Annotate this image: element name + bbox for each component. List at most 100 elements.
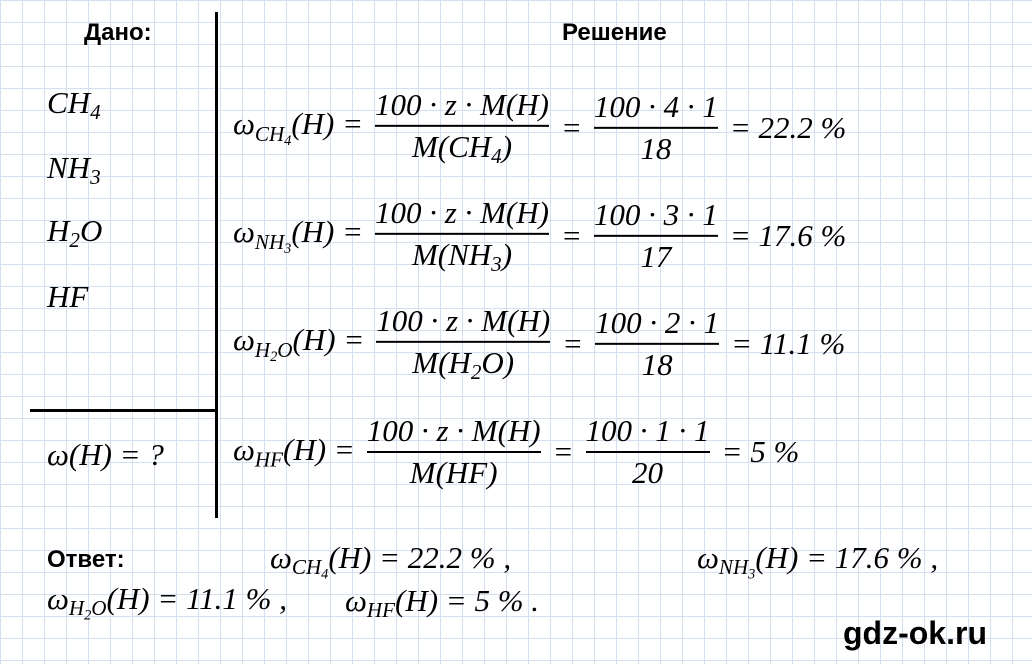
denominator-part: 4 xyxy=(491,144,502,169)
omega-subscript: NH3 xyxy=(718,555,756,583)
denominator: M(H2O) xyxy=(412,345,514,385)
omega-subscript-part: NH xyxy=(718,555,749,580)
fraction: 100 · z · M(H) M(CH4) xyxy=(375,87,549,169)
answer-item: ωH2O(H) = 11.1 % , xyxy=(47,581,287,625)
omega-subscript-part: HF xyxy=(254,447,283,472)
substance-formula: HF xyxy=(47,279,88,314)
lhs: ωNH3(H) = xyxy=(233,214,363,258)
omega: ω xyxy=(233,106,255,142)
solution-row: ωHF(H) = 100 · z · M(H) M(HF) = 100 · 1 · 1 2… xyxy=(233,413,799,491)
lhs: ωHF(H) = xyxy=(233,432,355,472)
omega-subscript-part: CH xyxy=(254,121,285,146)
omega-subscript-part: HF xyxy=(366,598,395,623)
lhs-rest: (H) = xyxy=(283,431,355,467)
denominator-part: ) xyxy=(501,236,513,272)
substance-formula: NH3 xyxy=(47,149,101,189)
watermark: gdz-ok.ru xyxy=(843,615,987,651)
equals: = xyxy=(562,326,584,361)
omega-subscript-part: H xyxy=(68,596,85,621)
omega-subscript-part: 3 xyxy=(748,566,756,583)
fraction: 100 · 3 · 1 17 xyxy=(593,197,718,275)
answer-text: (H) = 11.1 % , xyxy=(106,581,288,617)
answer-text: (H) = 22.2 % , xyxy=(328,540,512,576)
denominator: 18 xyxy=(640,131,672,166)
omega-subscript-part: 2 xyxy=(84,607,92,624)
divider-vertical xyxy=(215,12,218,518)
fraction: 100 · 2 · 1 18 xyxy=(595,305,720,383)
omega-subscript: H2O xyxy=(68,596,107,624)
substance: HF xyxy=(47,279,88,315)
substance-formula-part: 4 xyxy=(90,100,101,125)
fraction-bar xyxy=(376,340,551,343)
denominator-part: O) xyxy=(481,344,515,380)
omega-subscript: NH3 xyxy=(255,230,292,257)
numerator: 100 · 4 · 1 xyxy=(593,89,718,124)
omega: ω xyxy=(345,582,367,618)
numerator: 100 · z · M(H) xyxy=(376,302,551,338)
fraction: 100 · 4 · 1 18 xyxy=(593,89,718,167)
omega-subscript-part: O xyxy=(277,337,293,362)
substance-formula-part: H xyxy=(47,212,70,248)
omega-subscript: HF xyxy=(367,598,395,622)
fraction-bar xyxy=(593,235,718,237)
omega-subscript-part: H xyxy=(254,337,271,362)
fraction: 100 · 1 · 1 20 xyxy=(585,413,710,491)
solution-row: ωCH4(H) = 100 · z · M(H) M(CH4) = 100 · 4 · … xyxy=(233,87,846,169)
numerator: 100 · 2 · 1 xyxy=(595,305,720,340)
denominator-part: M(CH xyxy=(411,128,492,164)
denominator: M(CH4) xyxy=(412,129,512,169)
substance-formula-part: 3 xyxy=(90,165,101,190)
fraction-bar xyxy=(375,124,549,127)
omega: ω xyxy=(47,581,69,617)
numerator: 100 · z · M(H) xyxy=(366,413,541,448)
denominator: M(HF) xyxy=(410,455,498,491)
lhs-rest: (H) = xyxy=(291,214,364,250)
omega: ω xyxy=(233,431,255,467)
lhs-rest: (H) = xyxy=(292,322,365,358)
fraction-bar xyxy=(366,451,541,453)
numerator: 100 · 1 · 1 xyxy=(585,413,710,448)
fraction: 100 · z · M(H) M(HF) xyxy=(366,413,541,491)
denominator: M(NH3) xyxy=(412,237,512,277)
omega-subscript-part: 4 xyxy=(284,132,292,149)
substance-formula-part: HF xyxy=(47,279,89,314)
result: = 11.1 % xyxy=(731,326,846,361)
substance: H2O xyxy=(47,213,102,253)
denominator-part: M(HF) xyxy=(409,455,498,490)
numerator: 100 · z · M(H) xyxy=(375,194,549,230)
omega-subscript-part: 3 xyxy=(284,240,292,257)
substance-formula-part: NH xyxy=(47,149,91,185)
substance-formula-part: 2 xyxy=(69,228,80,253)
substance: NH3 xyxy=(47,150,101,190)
omega-subscript: CH4 xyxy=(292,556,328,583)
denominator: 17 xyxy=(640,239,672,274)
result: = 17.6 % xyxy=(729,218,847,253)
answer-item: ωHF(H) = 5 % . xyxy=(345,583,539,623)
solution-title: Решение xyxy=(562,19,667,46)
substance: CH4 xyxy=(47,85,101,125)
numerator: 100 · 3 · 1 xyxy=(593,197,718,232)
substance-formula: CH4 xyxy=(47,85,101,124)
divider-horizontal xyxy=(30,409,217,412)
given-title: Дано: xyxy=(84,19,152,46)
denominator-part: 2 xyxy=(470,360,482,385)
result: = 5 % xyxy=(721,434,800,469)
lhs-rest: (H) = xyxy=(291,106,364,142)
solution-row: ωH2O(H) = 100 · z · M(H) M(H2O) = 100 · 2 · … xyxy=(233,303,845,385)
omega-subscript: HF xyxy=(255,447,283,471)
answer-text: (H) = 5 % . xyxy=(395,582,540,618)
fraction-bar xyxy=(593,127,718,129)
substance-formula: H2O xyxy=(47,212,102,252)
fraction-bar xyxy=(375,232,549,235)
equals: = xyxy=(560,218,582,253)
equals: = xyxy=(552,434,574,469)
fraction: 100 · z · M(H) M(NH3) xyxy=(375,195,549,277)
fraction: 100 · z · M(H) M(H2O) xyxy=(376,302,551,385)
omega: ω xyxy=(697,540,719,576)
denominator: 20 xyxy=(632,455,664,490)
omega: ω xyxy=(270,540,292,576)
fraction-bar xyxy=(585,451,710,453)
answer-text: (H) = 17.6 % , xyxy=(755,540,939,576)
solution-row: ωNH3(H) = 100 · z · M(H) M(NH3) = 100 · 3 · … xyxy=(233,195,846,277)
